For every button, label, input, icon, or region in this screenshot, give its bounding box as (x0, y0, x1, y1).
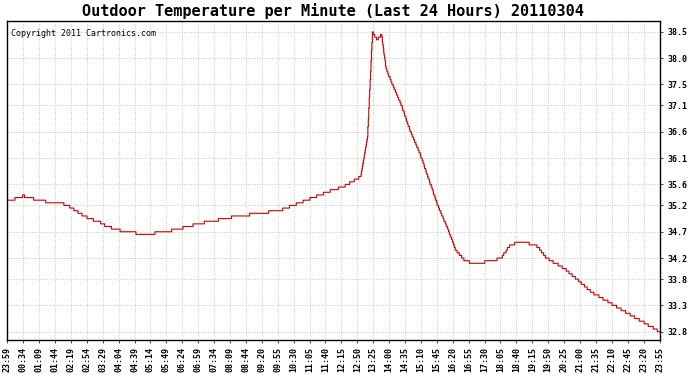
Text: Copyright 2011 Cartronics.com: Copyright 2011 Cartronics.com (10, 29, 155, 38)
Title: Outdoor Temperature per Minute (Last 24 Hours) 20110304: Outdoor Temperature per Minute (Last 24 … (83, 3, 584, 19)
